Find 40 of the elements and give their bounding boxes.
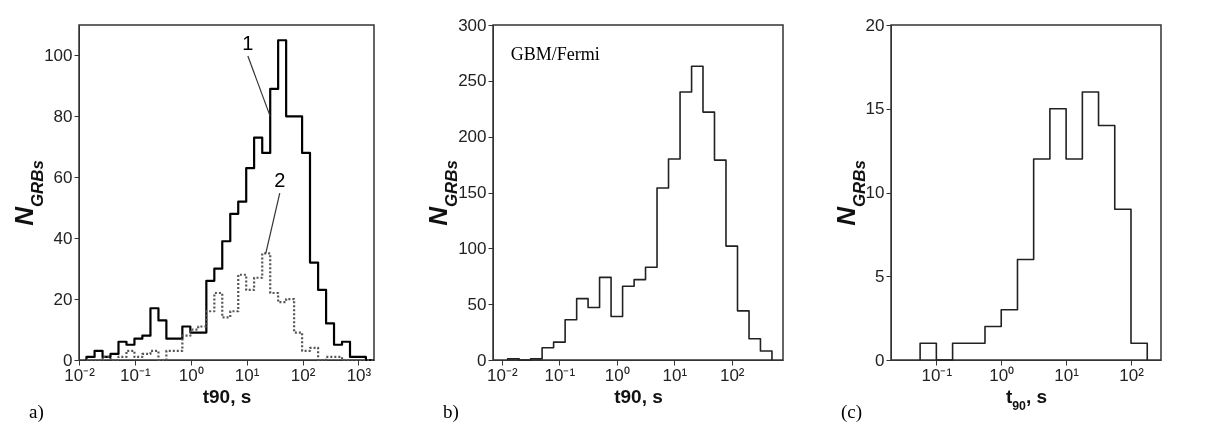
text: a) xyxy=(29,401,44,423)
y-tick-label: 50 xyxy=(467,294,487,314)
x-tick-label: 10⁻¹ xyxy=(921,365,953,385)
y-tick-label: 0 xyxy=(477,350,487,370)
x-tick-label: 10¹ xyxy=(1054,365,1080,385)
x-tick-label: 10⁰ xyxy=(989,365,1015,385)
x-axis-title: t90, s xyxy=(202,385,252,407)
x-tick-label: 10² xyxy=(719,365,745,385)
x-axis-title: t$_{90}$, s xyxy=(1005,385,1048,413)
y-tick-label: 5 xyxy=(875,266,885,286)
x-tick-label: 10⁻¹ xyxy=(120,365,151,385)
x-tick-label: 10² xyxy=(1119,365,1145,385)
text: (c) xyxy=(841,401,863,423)
annotation: 2 xyxy=(274,169,286,192)
y-tick-label: 20 xyxy=(53,289,73,309)
text: GBM/Fermi xyxy=(510,44,600,64)
y-tick-label: 20 xyxy=(865,15,885,35)
y-tick-label: 200 xyxy=(458,127,487,147)
x-tick-label: 10⁻¹ xyxy=(544,365,576,385)
y-tick-label: 150 xyxy=(458,183,487,202)
annotation: 1 xyxy=(242,32,254,55)
x-tick-label: 10¹ xyxy=(234,365,260,385)
x-axis-title: t90, s xyxy=(614,385,663,407)
y-tick-label: 250 xyxy=(458,71,487,91)
y-tick-label: 15 xyxy=(865,99,885,119)
x-tick-label: 10⁻² xyxy=(487,365,519,385)
y-tick-label: 100 xyxy=(458,238,487,258)
y-tick-label: 100 xyxy=(44,45,73,65)
x-tick-label: 10³ xyxy=(346,365,372,385)
x-tick-label: 10⁰ xyxy=(178,365,204,385)
y-tick-label: 40 xyxy=(53,228,73,248)
y-tick-label: 60 xyxy=(53,167,73,187)
text: b) xyxy=(443,401,459,423)
y-tick-label: 300 xyxy=(458,15,487,35)
x-tick-label: 10⁰ xyxy=(604,365,630,385)
y-tick-label: 80 xyxy=(53,106,73,126)
x-tick-label: 10² xyxy=(290,365,316,385)
y-tick-label: 10 xyxy=(865,183,885,202)
x-tick-label: 10¹ xyxy=(662,365,688,385)
y-tick-label: 0 xyxy=(875,350,885,370)
